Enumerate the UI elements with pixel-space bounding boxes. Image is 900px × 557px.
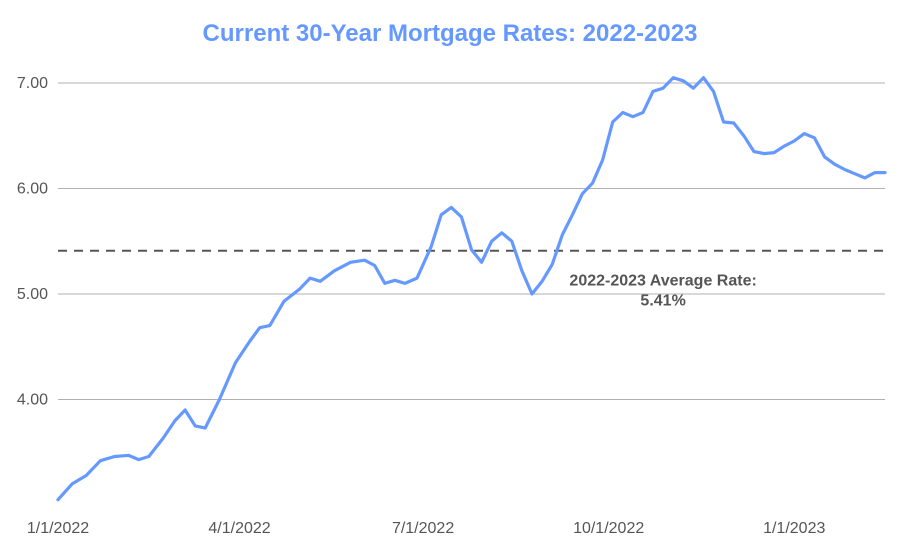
y-tick-label: 7.00 [17,75,48,92]
chart-title: Current 30-Year Mortgage Rates: 2022-202… [0,20,900,48]
y-tick-label: 4.00 [17,391,48,408]
x-tick-label: 1/1/2023 [763,520,825,537]
rate-series-line [58,78,885,500]
chart-svg: 4.00 5.00 6.00 7.00 2022-2023 Average Rate: 5… [0,0,900,557]
y-tick-label: 6.00 [17,180,48,197]
mortgage-rate-chart: Current 30-Year Mortgage Rates: 2022-202… [0,0,900,557]
x-tick-label: 4/1/2022 [208,520,270,537]
y-tick-label: 5.00 [17,286,48,303]
average-label: 2022-2023 Average Rate: [569,273,756,290]
x-tick-label: 10/1/2022 [573,520,644,537]
x-tick-label: 1/1/2022 [27,520,89,537]
average-label: 5.41% [640,293,685,310]
x-tick-label: 7/1/2022 [392,520,454,537]
